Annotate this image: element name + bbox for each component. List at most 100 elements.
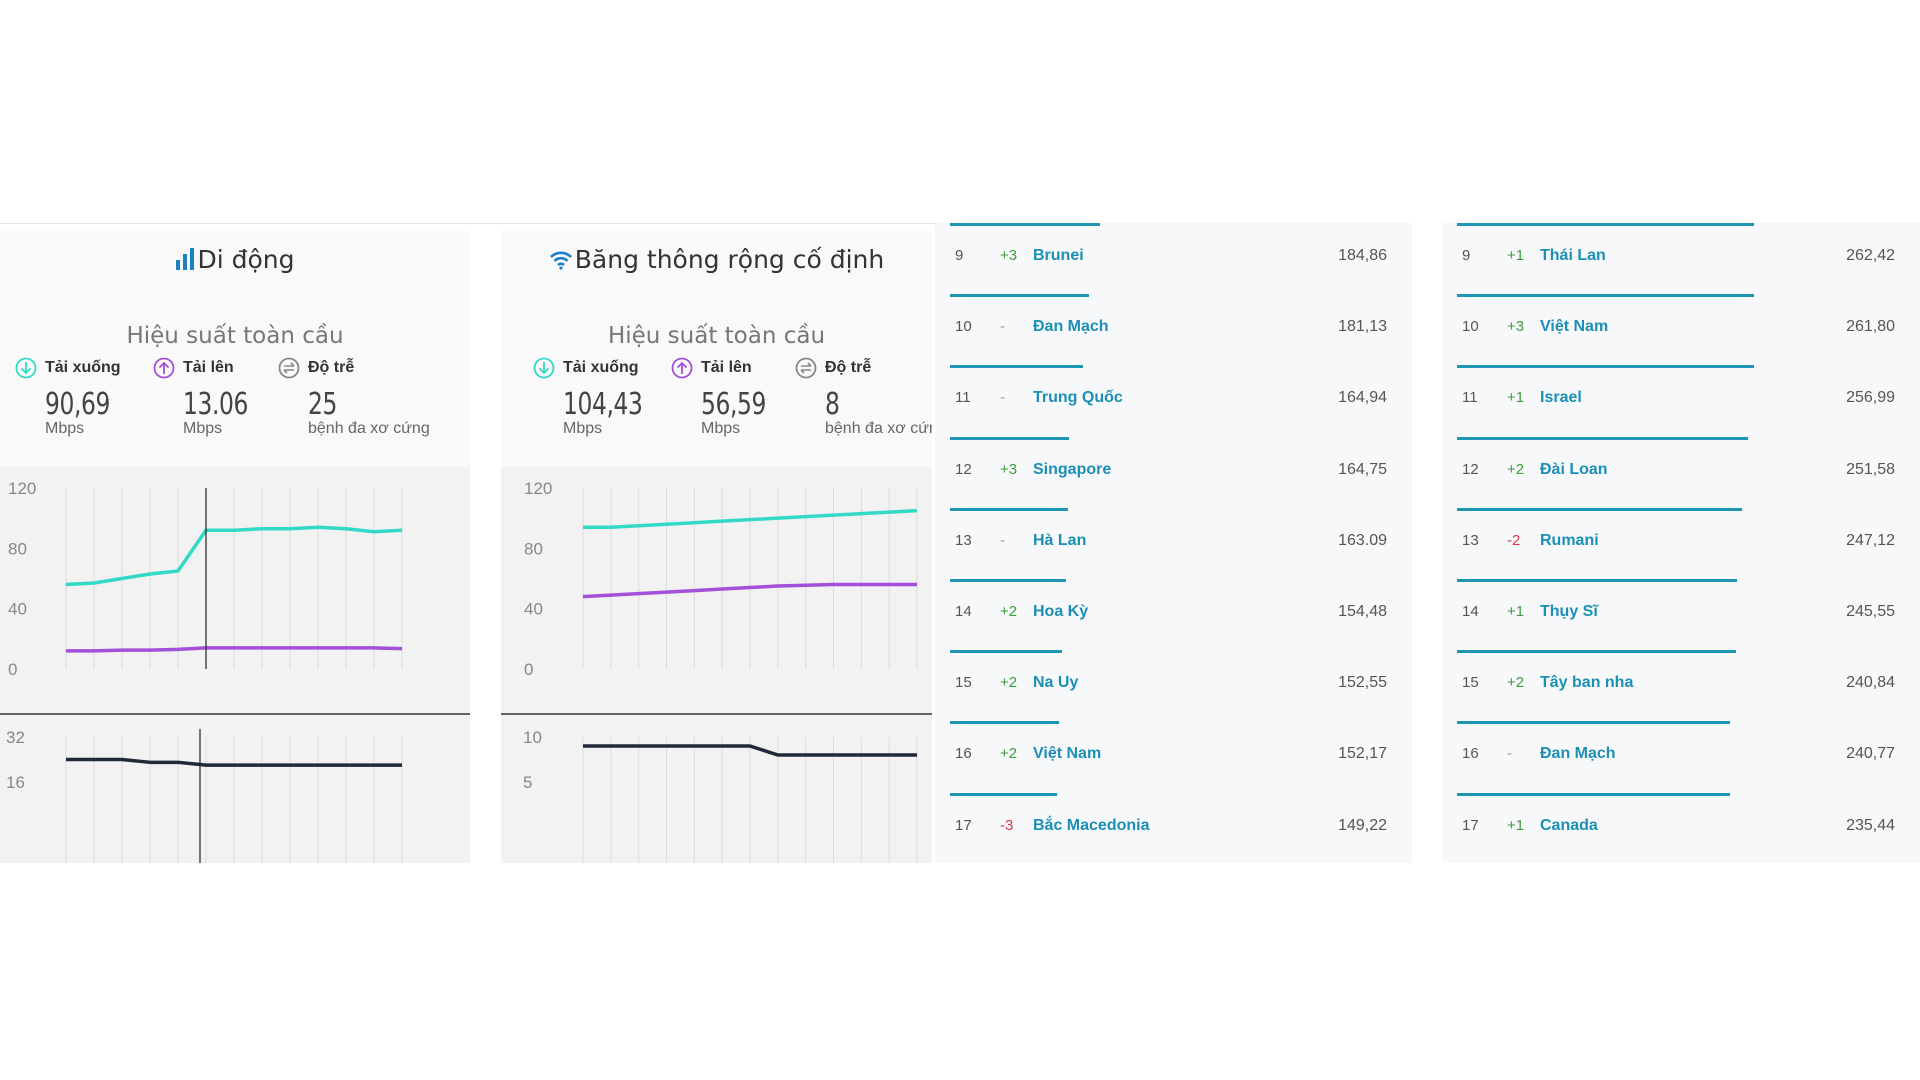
fixed-upload-value: 56,59 <box>701 387 767 422</box>
mobile-card-title: Di động <box>197 245 295 274</box>
ranking-bar <box>1457 507 1742 511</box>
ranking-row[interactable]: 13 -2 Rumani 247,12 <box>1442 507 1920 579</box>
ranking-rank: 15 <box>955 674 972 692</box>
ranking-row[interactable]: 11 - Trung Quốc 164,94 <box>935 365 1412 436</box>
ranking-country[interactable]: Thụy Sĩ <box>1540 603 1598 620</box>
latency-series-line <box>66 757 402 767</box>
ranking-change: +3 <box>1507 318 1525 336</box>
ranking-value: 164,75 <box>1338 460 1387 478</box>
ranking-change: +2 <box>1000 745 1018 763</box>
ranking-rank: 10 <box>955 318 972 336</box>
fixed-download-value: 104,43 <box>563 387 643 422</box>
ranking-change: +1 <box>1507 247 1525 264</box>
mobile-upload-label: Tải lên <box>183 359 234 376</box>
ranking-bar <box>950 579 1066 582</box>
ranking-country[interactable]: Brunei <box>1033 247 1084 264</box>
fixed-card-title-row: Băng thông rộng cố định <box>501 245 932 274</box>
ranking-country[interactable]: Đan Mạch <box>1033 318 1109 336</box>
ranking-country[interactable]: Bắc Macedonia <box>1033 816 1150 834</box>
ranking-row[interactable]: 11 +1 Israel 256,99 <box>1442 365 1920 436</box>
fixed-latency-label: Độ trễ <box>825 359 872 376</box>
ranking-country[interactable]: Hà Lan <box>1033 531 1087 549</box>
fixed-chart[interactable]: 120 80 40 0 10 5 <box>501 467 932 863</box>
latency-tick-label: 10 <box>523 728 542 747</box>
ranking-row[interactable]: 16 +2 Việt Nam 152,17 <box>935 721 1412 792</box>
ranking-row[interactable]: 9 +3 Brunei 184,86 <box>935 223 1412 294</box>
ranking-row[interactable]: 14 +2 Hoa Kỳ 154,48 <box>935 579 1412 650</box>
fixed-upload-metric: Tải lên 56,59 Mbps <box>671 357 784 438</box>
mobile-download-label: Tải xuống <box>45 359 121 376</box>
fixed-upload-unit: Mbps <box>701 420 741 437</box>
ranking-country[interactable]: Việt Nam <box>1033 745 1102 763</box>
ranking-country[interactable]: Israel <box>1540 389 1582 407</box>
mobile-chart[interactable]: 120 80 40 0 32 16 <box>0 467 470 863</box>
ranking-value: 256,99 <box>1846 389 1895 407</box>
fixed-download-metric: Tải xuống 104,43 Mbps <box>533 357 665 438</box>
ranking-change: +2 <box>1000 603 1018 620</box>
ranking-row[interactable]: 12 +3 Singapore 164,75 <box>935 436 1412 508</box>
ranking-value: 245,55 <box>1846 603 1895 620</box>
ranking-row[interactable]: 14 +1 Thụy Sĩ 245,55 <box>1442 579 1920 650</box>
ranking-country[interactable]: Na Uy <box>1033 674 1079 692</box>
ranking-row[interactable]: 15 +2 Na Uy 152,55 <box>935 650 1412 721</box>
mobile-latency-unit: bệnh đa xơ cứng <box>308 420 430 437</box>
ranking-change: +1 <box>1507 816 1525 834</box>
ranking-row[interactable]: 17 +1 Canada 235,44 <box>1442 792 1920 863</box>
fixed-latency-metric: Độ trễ 8 bệnh đa xơ cứng <box>795 357 932 438</box>
mobile-download-value: 90,69 <box>45 387 111 422</box>
download-series-line <box>583 508 918 529</box>
ranking-value: 181,13 <box>1338 318 1387 336</box>
mobile-upload-metric: Tải lên 13.06 Mbps <box>153 357 266 438</box>
ranking-rank: 14 <box>955 603 972 620</box>
ranking-rank: 12 <box>1462 460 1479 478</box>
fixed-latency-unit: bệnh đa xơ cứng <box>825 420 932 437</box>
ranking-country[interactable]: Việt Nam <box>1540 318 1609 336</box>
ranking-country[interactable]: Thái Lan <box>1540 247 1606 264</box>
ranking-value: 240,84 <box>1846 674 1895 692</box>
top-divider <box>0 223 940 224</box>
ranking-value: 152,55 <box>1338 674 1387 692</box>
ranking-value: 251,58 <box>1846 460 1895 478</box>
ranking-value: 154,48 <box>1338 603 1387 620</box>
ranking-value: 240,77 <box>1846 745 1895 763</box>
fixed-latency-value: 8 <box>825 387 840 422</box>
mobile-latency-value: 25 <box>308 387 338 422</box>
ranking-row[interactable]: 12 +2 Đài Loan 251,58 <box>1442 436 1920 508</box>
y-tick-label: 40 <box>8 600 27 619</box>
ranking-country[interactable]: Đài Loan <box>1540 460 1608 478</box>
download-icon <box>15 357 37 379</box>
ranking-country[interactable]: Singapore <box>1033 460 1112 478</box>
ranking-row[interactable]: 10 - Đan Mạch 181,13 <box>935 294 1412 365</box>
ranking-country[interactable]: Canada <box>1540 816 1598 834</box>
ranking-change: - <box>1507 745 1512 763</box>
rankings-table-left: 9 +3 Brunei 184,86 10 - Đan Mạch 181,13 11 - Trung… <box>935 223 1412 863</box>
ranking-bar <box>1457 579 1737 582</box>
ranking-country[interactable]: Tây ban nha <box>1540 674 1634 692</box>
wifi-icon <box>549 251 572 270</box>
ranking-bar <box>1457 436 1748 440</box>
ranking-change: - <box>1000 318 1005 336</box>
ranking-row[interactable]: 13 - Hà Lan 163.09 <box>935 507 1412 579</box>
upload-series-line <box>582 582 917 599</box>
fixed-card-header: Băng thông rộng cố định Hiệu suất toàn c… <box>501 231 932 467</box>
ranking-country[interactable]: Đan Mạch <box>1540 745 1616 763</box>
mobile-upload-value: 13.06 <box>183 387 249 422</box>
fixed-card-title: Băng thông rộng cố định <box>574 245 885 274</box>
ranking-row[interactable]: 9 +1 Thái Lan 262,42 <box>1442 223 1920 294</box>
ranking-row[interactable]: 10 +3 Việt Nam 261,80 <box>1442 294 1920 365</box>
ranking-value: 152,17 <box>1338 745 1387 763</box>
mobile-card-title-row: Di động <box>0 245 470 274</box>
ranking-row[interactable]: 17 -3 Bắc Macedonia 149,22 <box>935 792 1412 863</box>
ranking-rank: 9 <box>1462 247 1471 264</box>
ranking-country[interactable]: Trung Quốc <box>1033 389 1123 407</box>
ranking-change: +1 <box>1507 389 1525 407</box>
ranking-country[interactable]: Hoa Kỳ <box>1033 603 1089 620</box>
ranking-row[interactable]: 15 +2 Tây ban nha 240,84 <box>1442 650 1920 721</box>
ranking-row[interactable]: 16 - Đan Mạch 240,77 <box>1442 721 1920 792</box>
ranking-country[interactable]: Rumani <box>1540 531 1599 549</box>
ranking-bar <box>1457 792 1730 796</box>
fixed-download-label: Tải xuống <box>563 359 639 376</box>
mobile-download-metric: Tải xuống 90,69 Mbps <box>15 357 128 438</box>
y-tick-label: 120 <box>8 479 36 498</box>
mobile-upload-unit: Mbps <box>183 420 223 437</box>
